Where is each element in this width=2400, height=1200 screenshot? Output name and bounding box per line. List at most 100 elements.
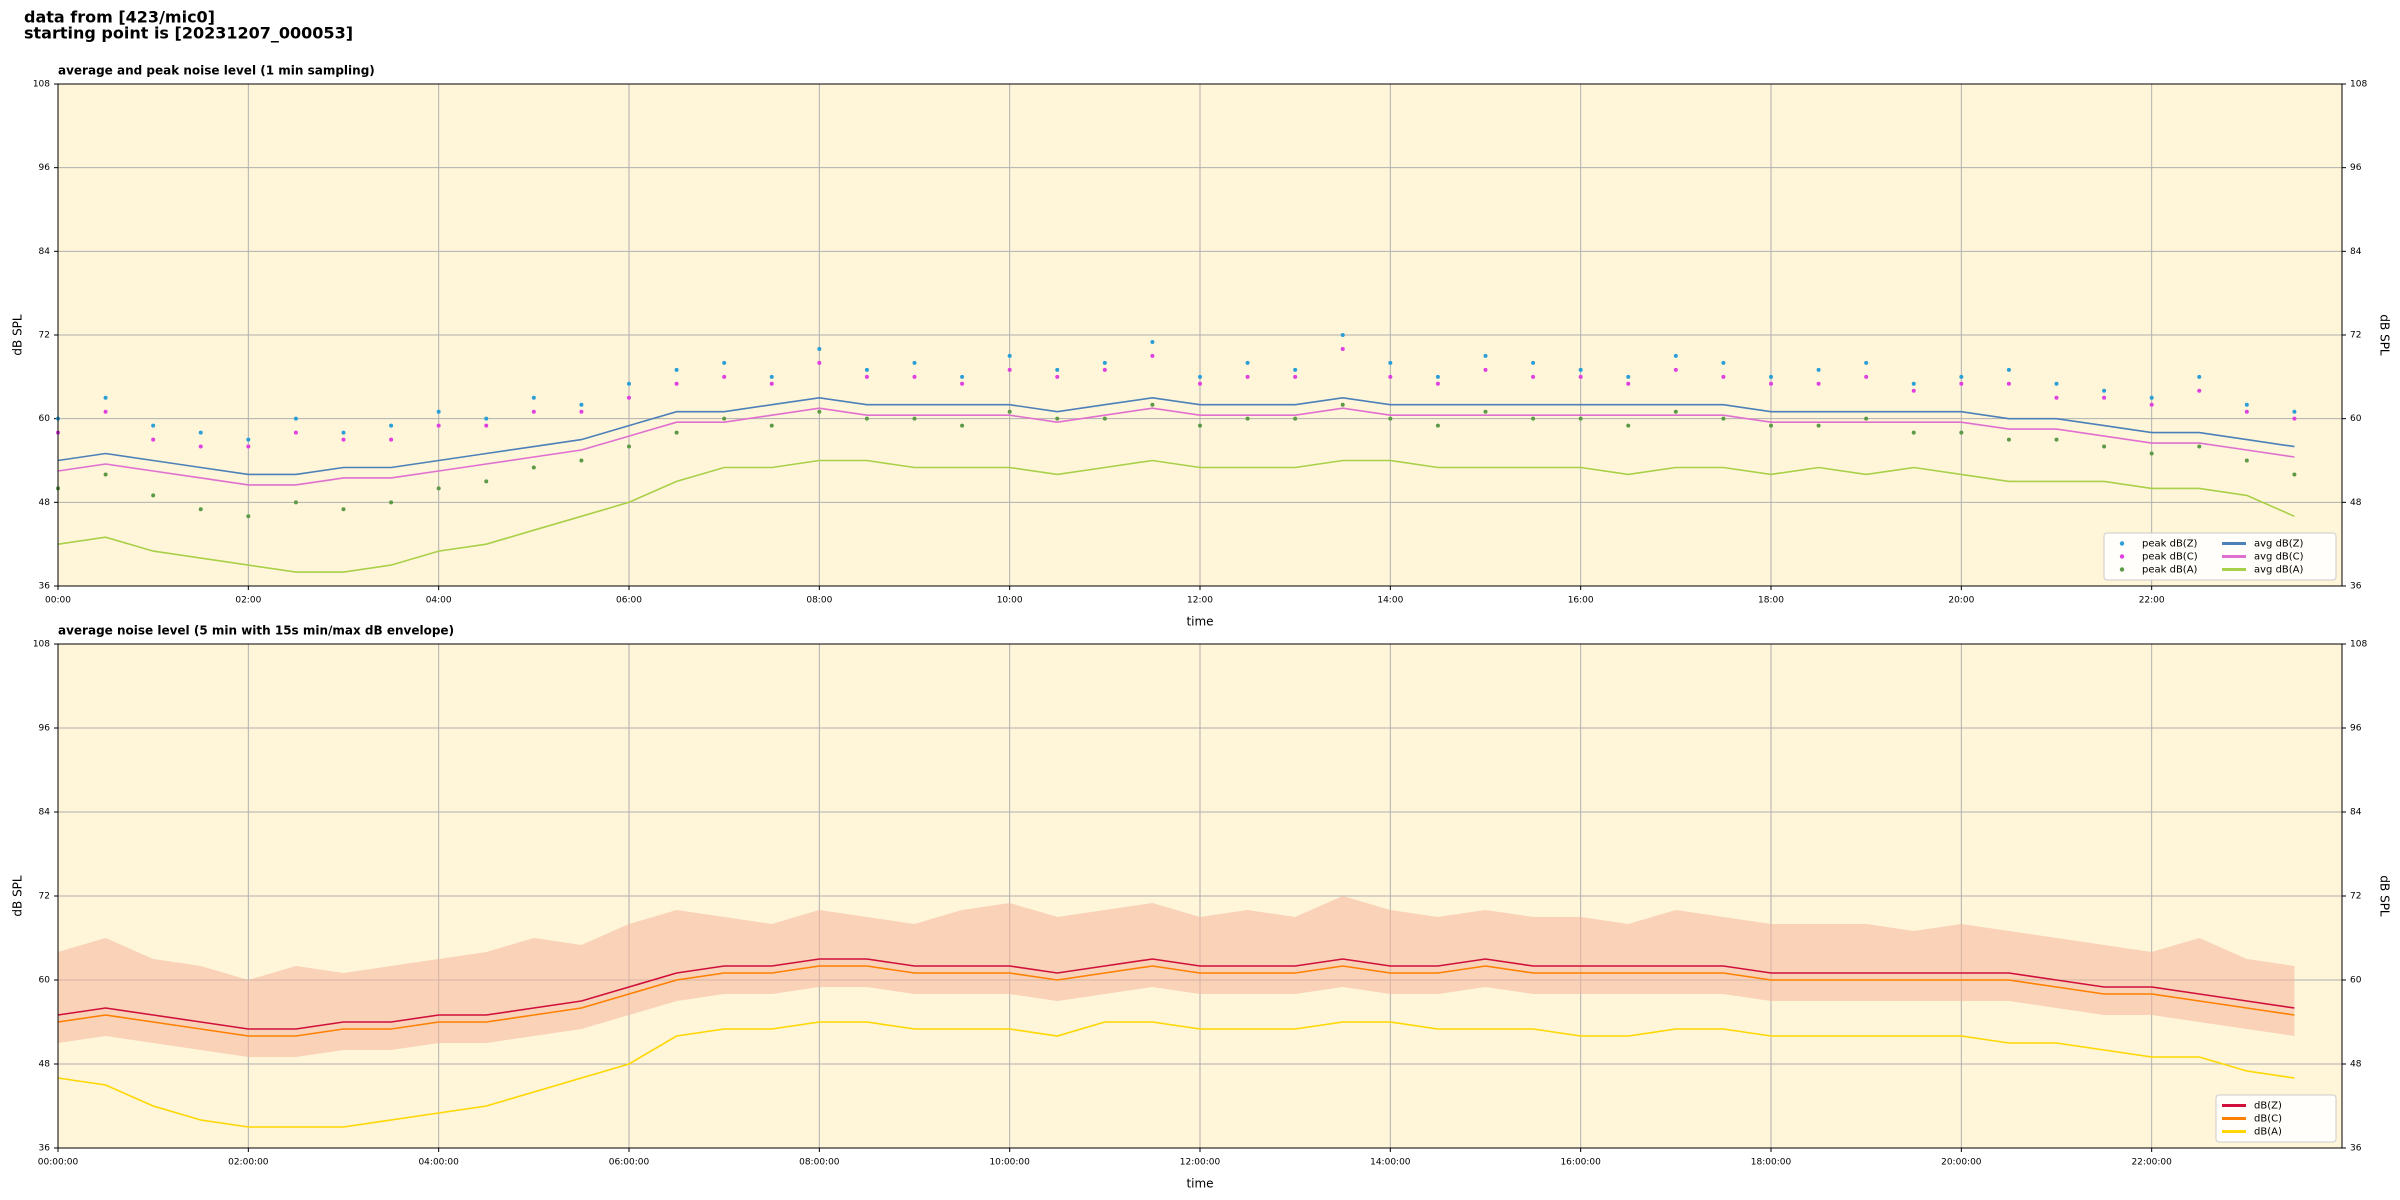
peak-point [2006,381,2011,386]
peak-point [1531,374,1536,379]
peak-point [2054,437,2059,442]
peak-point [1055,367,1060,372]
peak-point [627,395,631,400]
x-tick-label: 16:00 [1568,596,1594,606]
x-tick-label: 10:00 [997,596,1023,606]
peak-point [817,346,822,351]
y-tick-label: 72 [2350,331,2361,341]
peak-point [674,381,679,386]
y-tick-label: 36 [39,1144,51,1154]
legend-label: dB(A) [2254,1127,2282,1138]
peak-point [674,430,679,435]
peak-point [1626,374,1631,379]
peak-point [1578,416,1583,421]
y-axis-label: dB SPL [11,875,25,917]
peak-point [674,367,679,372]
peak-point [1245,416,1250,421]
x-tick-label: 16:00:00 [1560,1158,1601,1168]
peak-point [1816,367,1821,372]
peak-point [2292,416,2297,421]
legend-marker [2119,541,2125,546]
x-tick-label: 20:00 [1948,596,1974,606]
peak-point [722,374,727,379]
envelope-area [58,896,2295,1057]
peak-point [2054,395,2059,400]
peak-point [436,423,441,428]
peak-point [2102,388,2107,393]
series-line [57,1021,2295,1128]
peak-point [1340,333,1345,337]
peak-point [2244,458,2249,463]
peak-point [198,507,203,512]
legend-box [2103,532,2337,581]
peak-point [1198,374,1202,379]
peak-point [2244,402,2249,407]
legend-label: avg dB(C) [2254,552,2304,563]
y-tick-label: 108 [2350,80,2367,90]
peak-point [1435,374,1440,379]
plot-frame [57,83,2343,587]
peak-point [912,416,917,421]
series-line [57,407,2295,486]
peak-point [769,423,774,428]
x-tick-label: 14:00 [1377,596,1403,606]
peak-point [1198,381,1202,386]
x-axis-label: time [1186,615,1213,629]
peak-point [2197,444,2202,449]
legend-marker [2119,554,2125,559]
peak-point [436,486,441,491]
peak-point [103,409,108,414]
peak-point [960,381,965,386]
peak-point [1673,353,1678,358]
peak-point [1483,353,1488,358]
x-tick-label: 12:00:00 [1180,1158,1221,1168]
y-tick-label: 60 [2350,414,2362,424]
y-tick-label: 84 [2350,808,2362,818]
peak-point [1864,374,1869,379]
peak-point [1150,353,1155,358]
x-tick-label: 08:00:00 [799,1158,840,1168]
peak-point [389,423,394,428]
peak-point [1150,339,1155,344]
x-tick-label: 18:00:00 [1751,1158,1792,1168]
peak-point [1959,381,1964,386]
peak-point [1959,430,1964,435]
peak-point [960,423,965,428]
peak-point [1626,381,1631,386]
peak-point [1007,353,1012,358]
legend-label: avg dB(Z) [2254,539,2304,550]
y-tick-label: 48 [39,498,51,508]
y-tick-label: 84 [39,247,51,257]
peak-point [389,437,394,442]
peak-point [1769,423,1773,428]
peak-point [1721,416,1726,421]
peak-point [1102,416,1107,421]
peak-point [1055,374,1060,379]
peak-point [1293,374,1298,379]
peak-point [1198,423,1202,428]
peak-point [2149,402,2154,407]
y-tick-label: 60 [39,414,51,424]
peak-point [2054,381,2059,386]
peak-point [151,493,156,498]
peak-point [103,395,108,400]
peak-point [2102,395,2107,400]
x-tick-label: 08:00 [806,596,832,606]
x-tick-label: 04:00:00 [418,1158,459,1168]
peak-point [531,465,536,470]
peak-point [531,395,536,400]
peak-point [1102,360,1107,365]
plot-frame [57,643,2343,1149]
y-tick-label: 60 [2350,976,2362,986]
y-tick-label: 96 [39,724,51,734]
peak-point [627,381,631,386]
peak-point [627,444,631,449]
peak-point [2292,472,2297,477]
peak-point [2197,388,2202,393]
peak-point [1769,381,1773,386]
peak-point [1911,381,1916,386]
y-tick-label: 96 [39,163,51,173]
y-tick-label: 108 [33,640,50,650]
peak-point [1721,374,1726,379]
peak-point [1435,381,1440,386]
